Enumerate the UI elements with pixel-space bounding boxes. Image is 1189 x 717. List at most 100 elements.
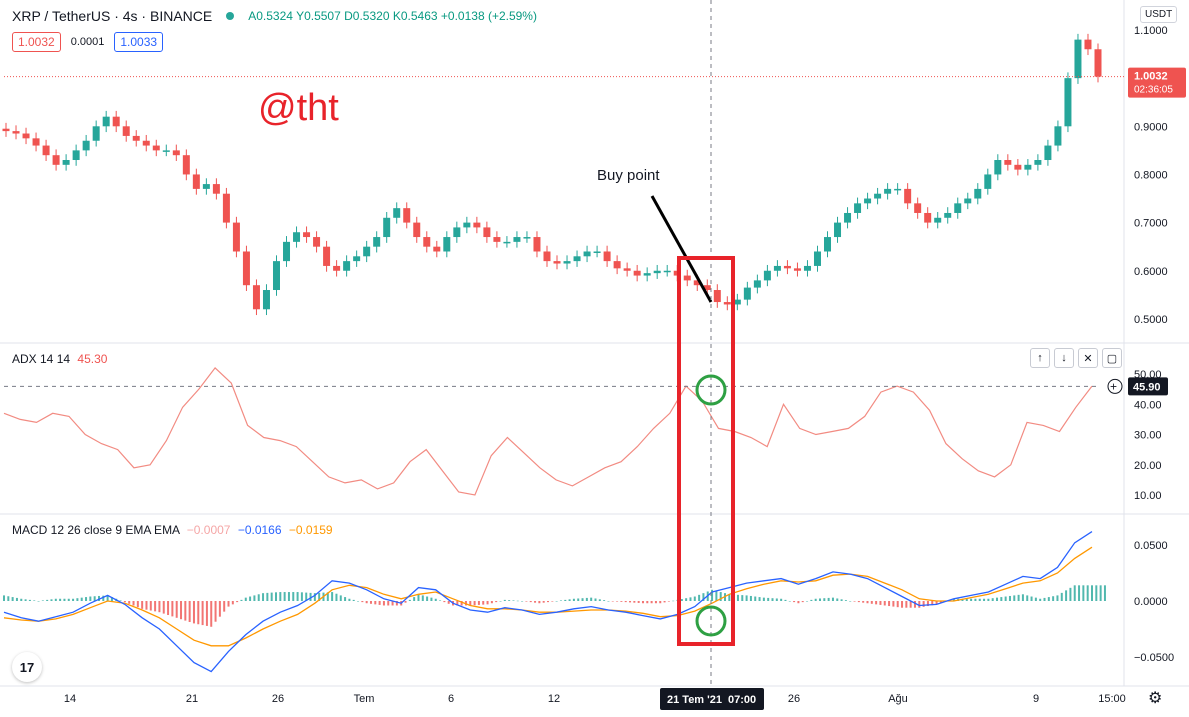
- macd-histogram-bar: [810, 599, 813, 601]
- macd-histogram-bar: [439, 600, 442, 601]
- candle: [1074, 39, 1082, 79]
- adx-legend[interactable]: ADX 14 14 45.30: [12, 352, 107, 366]
- close-icon[interactable]: ✕: [1078, 348, 1098, 368]
- macd-histogram-bar: [926, 601, 929, 607]
- macd-histogram-bar: [896, 601, 899, 608]
- sell-button[interactable]: 1.0032: [12, 32, 61, 52]
- macd-histogram-bar: [888, 601, 891, 607]
- candle: [453, 227, 461, 238]
- macd-histogram-bar: [1008, 595, 1011, 601]
- candle: [272, 261, 280, 291]
- macd-histogram-bar: [1017, 594, 1020, 601]
- adx-line: [3, 367, 1093, 496]
- candle: [663, 270, 671, 273]
- macd-histogram-bar: [197, 601, 200, 625]
- down-arrow-icon[interactable]: ↓: [1054, 348, 1074, 368]
- time-tick-label: Ağu: [888, 693, 908, 705]
- crosshair-time-label: 07:00: [728, 694, 756, 706]
- time-tick-label: 9: [1033, 693, 1039, 705]
- price-tick-label: 0.9000: [1134, 121, 1168, 133]
- macd-histogram-bar: [1065, 590, 1068, 601]
- macd-histogram-bar: [141, 601, 144, 609]
- macd-histogram-bar: [749, 595, 752, 601]
- time-tick-label: 6: [448, 693, 454, 705]
- macd-signal-value: −0.0159: [288, 523, 333, 537]
- macd-histogram-bar: [365, 601, 368, 604]
- candle: [202, 184, 210, 189]
- up-arrow-icon[interactable]: ↑: [1030, 348, 1050, 368]
- macd-histogram-bar: [1086, 585, 1089, 601]
- macd-histogram-bar: [935, 601, 938, 605]
- candle: [283, 241, 291, 262]
- tradingview-logo-icon[interactable]: 17: [12, 652, 42, 682]
- macd-histogram-bar: [50, 599, 53, 601]
- spread-value: 0.0001: [70, 36, 105, 48]
- symbol-title[interactable]: XRP / TetherUS · 4s · BINANCE: [12, 8, 213, 24]
- candle: [1034, 160, 1042, 165]
- candle: [653, 270, 661, 274]
- macd-histogram-bar: [1073, 585, 1076, 601]
- macd-histogram-bar: [469, 601, 472, 606]
- macd-histogram-bar: [443, 601, 446, 603]
- macd-histogram-bar: [1095, 585, 1098, 601]
- candle: [924, 212, 932, 223]
- macd-histogram-bar: [1060, 592, 1063, 601]
- macd-histogram-bar: [102, 595, 105, 601]
- maximize-icon[interactable]: ▢: [1102, 348, 1122, 368]
- macd-histogram-bar: [188, 601, 191, 622]
- macd-title: MACD 12 26 close 9 EMA EMA: [12, 523, 180, 537]
- macd-histogram-bar: [421, 595, 424, 601]
- candle: [723, 302, 731, 305]
- macd-histogram-bar: [210, 601, 213, 627]
- currency-button[interactable]: USDT: [1140, 6, 1178, 23]
- macd-histogram-bar: [305, 592, 308, 601]
- macd-histogram-bar: [201, 601, 204, 626]
- macd-histogram-bar: [572, 598, 575, 601]
- candle: [1084, 39, 1092, 50]
- candle: [884, 188, 892, 194]
- macd-histogram-bar: [482, 601, 485, 605]
- macd-histogram-bar: [67, 598, 70, 601]
- macd-line: [3, 531, 1093, 673]
- macd-histogram-bar: [1056, 595, 1059, 601]
- macd-histogram-bar: [892, 601, 895, 607]
- macd-histogram-bar: [158, 601, 161, 613]
- macd-histogram-bar: [641, 601, 644, 604]
- macd-histogram-bar: [1091, 585, 1093, 601]
- macd-histogram-bar: [46, 599, 49, 601]
- macd-histogram-bar: [395, 601, 398, 606]
- macd-histogram-bar: [63, 598, 66, 601]
- time-tick-label: Tem: [354, 693, 375, 705]
- macd-histogram-bar: [344, 597, 347, 601]
- time-tick-label: 12: [548, 693, 560, 705]
- candle: [503, 241, 511, 244]
- candle: [353, 256, 361, 262]
- macd-histogram-bar: [806, 601, 809, 602]
- crosshair-plus-icon[interactable]: [1107, 378, 1123, 394]
- macd-histogram-bar: [559, 600, 562, 601]
- macd-histogram-bar: [184, 601, 187, 621]
- macd-histogram-bar: [275, 592, 277, 601]
- buy-button[interactable]: 1.0033: [114, 32, 164, 52]
- macd-histogram-bar: [180, 601, 183, 620]
- candle: [293, 232, 301, 242]
- trade-buttons: 1.0032 0.0001 1.0033: [12, 32, 164, 52]
- macd-histogram-bar: [167, 601, 170, 615]
- adx-peak-circle: [695, 374, 727, 406]
- macd-histogram-bar: [970, 598, 973, 601]
- macd-histogram-bar: [637, 601, 640, 603]
- candle: [12, 131, 20, 134]
- macd-histogram-bar: [227, 601, 230, 607]
- macd-histogram-bar: [529, 601, 532, 603]
- macd-histogram-bar: [149, 601, 152, 611]
- gear-icon[interactable]: ⚙: [1148, 690, 1163, 707]
- macd-histogram-bar: [106, 595, 109, 601]
- macd-histogram-bar: [249, 596, 252, 601]
- macd-histogram-bar: [775, 598, 778, 601]
- macd-legend[interactable]: MACD 12 26 close 9 EMA EMA −0.0007 −0.01…: [12, 523, 333, 537]
- macd-histogram-bar: [883, 601, 886, 606]
- macd-histogram-bar: [1030, 596, 1033, 601]
- macd-histogram-bar: [266, 592, 269, 601]
